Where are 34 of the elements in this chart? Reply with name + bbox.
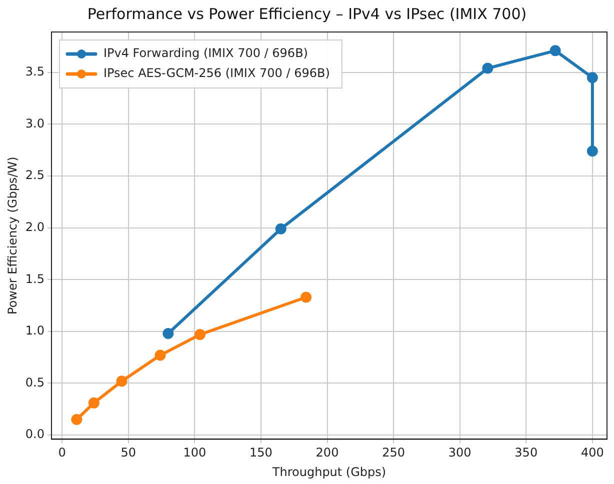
y-tick-label: 2.5: [25, 168, 44, 182]
y-tick-label: 3.0: [25, 116, 44, 130]
x-axis-title: Throughput (Gbps): [271, 464, 386, 479]
y-tick-label: 0.5: [25, 375, 44, 390]
x-tick-label: 400: [580, 446, 604, 460]
y-axis-title: Power Efficiency (Gbps/W): [5, 156, 20, 314]
point: [550, 45, 561, 56]
x-tick-label: 0: [58, 446, 66, 460]
point: [194, 329, 206, 340]
x-tick-label: 300: [448, 446, 472, 460]
chart-title: Performance vs Power Efficiency – IPv4 vs IPsec (IMIX 700): [87, 4, 527, 23]
y-tick-label: 2.0: [25, 220, 44, 234]
point: [482, 62, 494, 74]
y-tick-label: 0.0: [25, 427, 44, 442]
y-tick-label: 3.5: [25, 64, 44, 79]
legend-label: IPv4 Forwarding (IMIX 700 / 696B): [103, 46, 308, 60]
x-tick-label: 250: [382, 446, 405, 460]
y-tick-label: 1.0: [25, 324, 44, 338]
point: [154, 350, 166, 361]
point: [88, 397, 100, 408]
x-tick-label: 150: [250, 446, 272, 460]
legend-label: IPsec AES-GCM-256 (IMIX 700 / 696B): [103, 66, 330, 80]
point: [71, 414, 82, 426]
point: [586, 72, 598, 84]
x-tick-label: 50: [120, 446, 136, 460]
point: [275, 223, 286, 234]
point: [116, 376, 128, 387]
point: [162, 328, 174, 340]
point: [300, 292, 312, 303]
x-tick-label: 350: [514, 446, 538, 460]
point: [586, 146, 598, 157]
x-tick-label: 100: [183, 446, 206, 460]
x-tick-label: 200: [316, 446, 339, 460]
y-tick-label: 1.5: [25, 272, 44, 286]
